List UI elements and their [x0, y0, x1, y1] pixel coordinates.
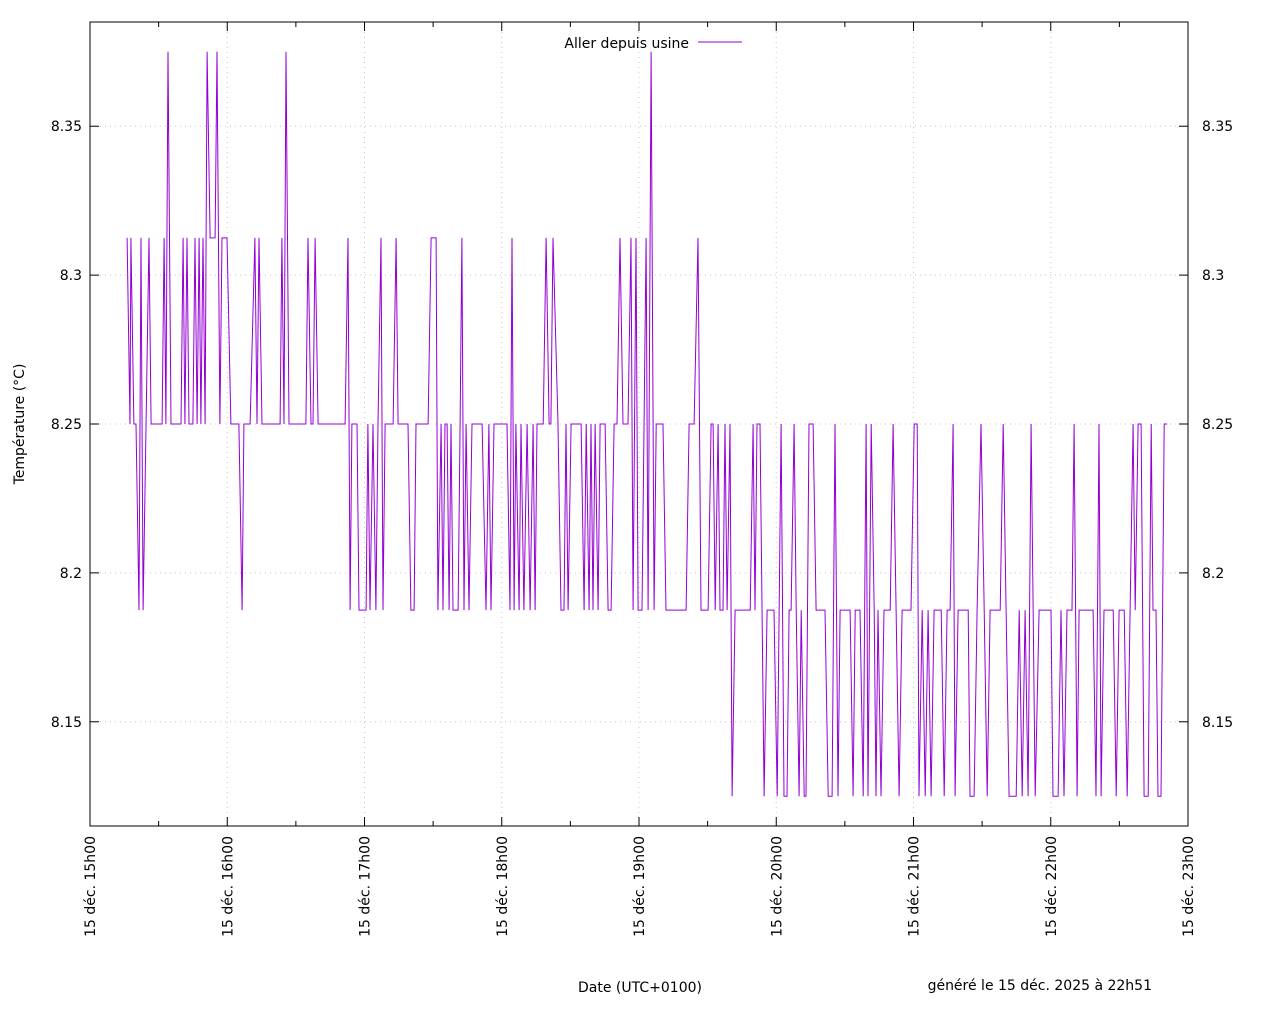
y-tick-label-left: 8.35 [51, 119, 82, 135]
grid [90, 22, 1188, 826]
series-line-aller-depuis-usine [126, 51, 1168, 797]
y-tick-label-left: 8.3 [60, 268, 82, 284]
generated-footer: généré le 15 déc. 2025 à 22h51 [928, 978, 1152, 994]
x-tick-label: 15 déc. 15h00 [83, 836, 99, 937]
x-tick-label: 15 déc. 17h00 [358, 836, 374, 937]
x-tick-label: 15 déc. 21h00 [907, 836, 923, 937]
x-tick-label: 15 déc. 22h00 [1044, 836, 1060, 937]
y-tick-labels: 8.15 8.15 8.2 8.2 8.25 8.25 8.3 8.3 8.35 8.35 [51, 119, 1233, 731]
y-tick-label-left: 8.15 [51, 715, 82, 731]
x-tick-label: 15 déc. 18h00 [495, 836, 511, 937]
x-tick-label: 15 déc. 16h00 [220, 836, 236, 937]
y-tick-label-right: 8.2 [1202, 566, 1224, 582]
legend-label: Aller depuis usine [564, 36, 689, 52]
x-tick-label: 15 déc. 20h00 [769, 836, 785, 937]
y-tick-label-right: 8.25 [1202, 417, 1233, 433]
y-tick-label-left: 8.2 [60, 566, 82, 582]
y-tick-label-right: 8.15 [1202, 715, 1233, 731]
legend: Aller depuis usine [564, 36, 742, 52]
x-tick-labels: 15 déc. 15h00 15 déc. 16h00 15 déc. 17h00 1… [83, 836, 1197, 937]
x-axis-label: Date (UTC+0100) [578, 980, 702, 996]
y-axis-label: Température (°C) [12, 364, 28, 486]
x-tick-label: 15 déc. 23h00 [1181, 836, 1197, 937]
y-tick-label-right: 8.35 [1202, 119, 1233, 135]
y-tick-label-left: 8.25 [51, 417, 82, 433]
x-tick-label: 15 déc. 19h00 [632, 836, 648, 937]
plot-frame [89, 21, 1189, 827]
y-tick-label-right: 8.3 [1202, 268, 1224, 284]
